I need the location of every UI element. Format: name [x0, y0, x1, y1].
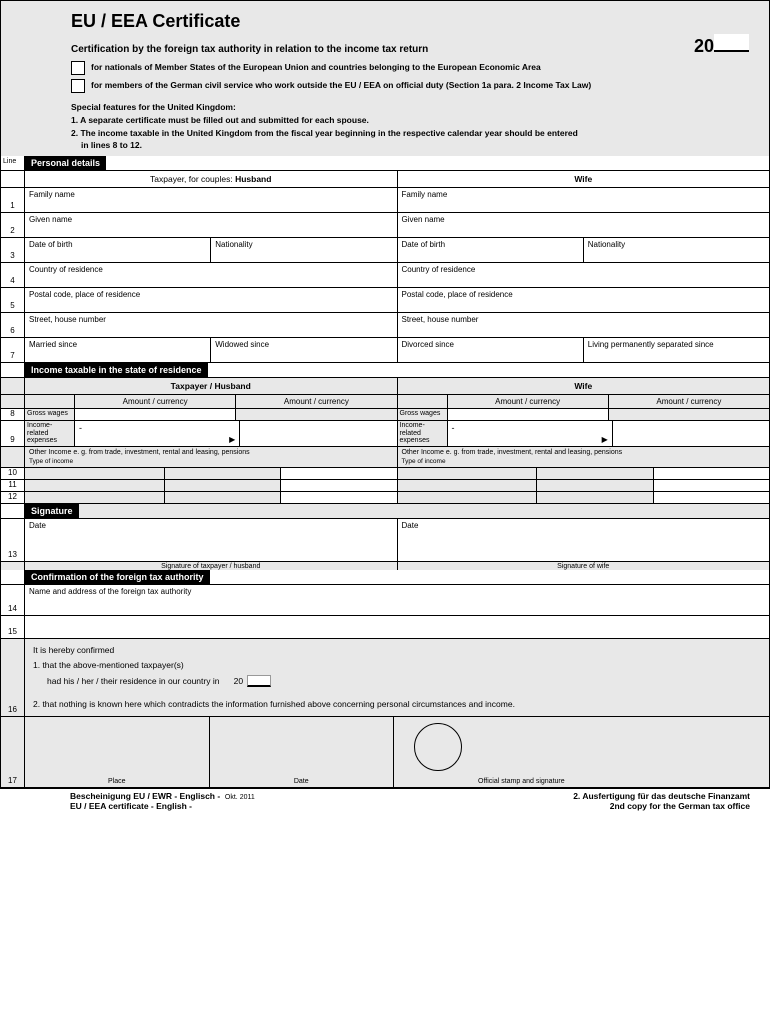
place-field[interactable]: Place [25, 717, 210, 787]
dob-w[interactable]: Date of birth [398, 238, 584, 262]
line-num: 6 [1, 313, 25, 337]
line-num: 11 [1, 480, 25, 491]
form-header: EU / EEA Certificate Certification by th… [0, 0, 770, 156]
line-num: 7 [1, 338, 25, 362]
gross-wages-w-1[interactable] [448, 409, 609, 420]
checkbox-nationals[interactable] [71, 61, 85, 75]
sig-date-h[interactable]: Date [25, 519, 398, 561]
other-income-type-w[interactable] [398, 468, 538, 479]
line-num: 16 [1, 639, 25, 716]
line-num: 10 [1, 468, 25, 479]
authority-name[interactable]: Name and address of the foreign tax auth… [25, 585, 769, 615]
stamp-field[interactable]: Official stamp and signature [394, 717, 769, 787]
line-num: 8 [1, 409, 25, 420]
other-income-w[interactable] [654, 468, 769, 479]
form-body: Line Personal details Taxpayer, for coup… [0, 156, 770, 788]
family-name-w[interactable]: Family name [398, 188, 770, 212]
income-related-label-h: Income-related expenses [25, 421, 75, 446]
line-num: 5 [1, 288, 25, 312]
street-h[interactable]: Street, house number [25, 313, 398, 337]
family-name-h[interactable]: Family name [25, 188, 398, 212]
line-num: 2 [1, 213, 25, 237]
gross-wages-w-2 [609, 409, 769, 420]
check-text-2: for members of the German civil service … [91, 79, 591, 90]
conf-year-input[interactable] [247, 675, 271, 687]
gross-wages-label-w: Gross wages [398, 409, 448, 420]
income-related-w-1[interactable]: -▶ [448, 421, 613, 446]
section-signature: Signature [25, 504, 79, 518]
dob-h[interactable]: Date of birth [25, 238, 211, 262]
sig-caption-w: Signature of wife [398, 562, 770, 570]
married[interactable]: Married since [25, 338, 211, 362]
gross-wages-h-1[interactable] [75, 409, 236, 420]
arrow-icon: ▶ [602, 435, 608, 444]
col-taxpayer-husband: Taxpayer / Husband [25, 378, 398, 394]
separated[interactable]: Living permanently separated since [584, 338, 769, 362]
nationality-w[interactable]: Nationality [584, 238, 769, 262]
line-num: 1 [1, 188, 25, 212]
income-related-w-2[interactable] [613, 421, 769, 446]
gross-wages-label-h: Gross wages [25, 409, 75, 420]
col-wife: Wife [398, 171, 770, 187]
income-related-h-2[interactable] [240, 421, 397, 446]
sig-date-w[interactable]: Date [398, 519, 770, 561]
nationality-h[interactable]: Nationality [211, 238, 397, 262]
year-field: 20 [694, 34, 749, 57]
year-input[interactable] [714, 34, 749, 52]
stamp-circle [414, 723, 462, 771]
line-label: Line [1, 156, 25, 170]
widowed[interactable]: Widowed since [211, 338, 397, 362]
uk-features: Special features for the United Kingdom:… [71, 101, 749, 152]
other-income-type-h[interactable] [25, 468, 165, 479]
income-related-label-w: Income-related expenses [398, 421, 448, 446]
gross-wages-h-2 [236, 409, 397, 420]
postal-w[interactable]: Postal code, place of residence [398, 288, 770, 312]
line-num: 17 [1, 717, 25, 787]
col-husband: Taxpayer, for couples: Husband [25, 171, 398, 187]
line-num: 9 [1, 421, 25, 446]
section-personal: Personal details [25, 156, 106, 170]
sig-caption-h: Signature of taxpayer / husband [25, 562, 398, 570]
given-name-w[interactable]: Given name [398, 213, 770, 237]
line-num: 12 [1, 492, 25, 503]
subtitle: Certification by the foreign tax authori… [71, 44, 428, 55]
check-text-1: for nationals of Member States of the Eu… [91, 61, 541, 72]
line-num: 13 [1, 519, 25, 561]
line-num: 14 [1, 585, 25, 615]
section-income: Income taxable in the state of residence [25, 363, 208, 377]
title: EU / EEA Certificate [71, 11, 749, 32]
section-confirmation: Confirmation of the foreign tax authorit… [25, 570, 210, 584]
line-num: 4 [1, 263, 25, 287]
income-related-h-1[interactable]: -▶ [75, 421, 240, 446]
postal-h[interactable]: Postal code, place of residence [25, 288, 398, 312]
checkbox-civil-service[interactable] [71, 79, 85, 93]
line-num: 15 [1, 616, 25, 638]
divorced[interactable]: Divorced since [398, 338, 584, 362]
footer: Bescheinigung EU / EWR - Englisch - Okt.… [0, 787, 770, 813]
country-w[interactable]: Country of residence [398, 263, 770, 287]
country-h[interactable]: Country of residence [25, 263, 398, 287]
date-field[interactable]: Date [210, 717, 395, 787]
col-wife-2: Wife [398, 378, 770, 394]
arrow-icon: ▶ [229, 435, 235, 444]
line-num: 3 [1, 238, 25, 262]
other-income-h[interactable] [281, 468, 397, 479]
authority-address[interactable] [25, 616, 769, 638]
given-name-h[interactable]: Given name [25, 213, 398, 237]
confirmation-text: It is hereby confirmed 1. that the above… [25, 639, 769, 716]
street-w[interactable]: Street, house number [398, 313, 770, 337]
